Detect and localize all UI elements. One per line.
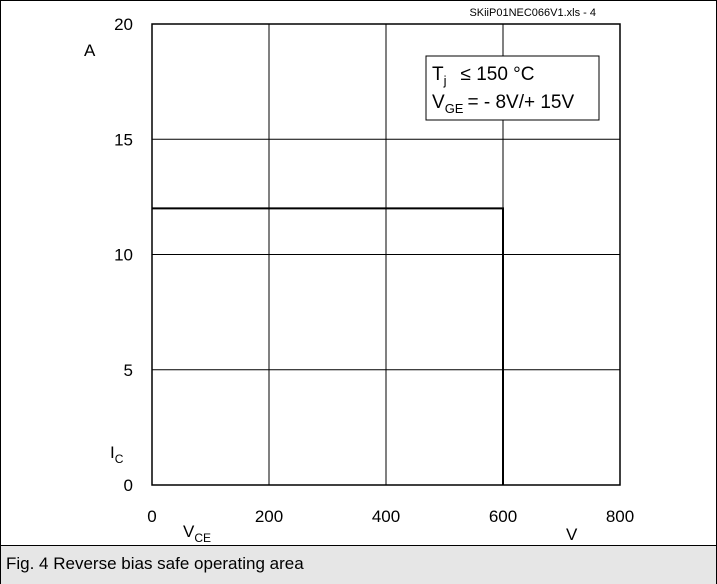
file-ref-label: SKiiP01NEC066V1.xls - 4	[469, 7, 596, 19]
caption-bar: Fig. 4 Reverse bias safe operating area	[1, 545, 716, 584]
y-tick-label: 20	[114, 15, 133, 34]
y-tick-label: 0	[124, 476, 133, 495]
y-tick-label: 5	[124, 361, 133, 380]
plot-area	[151, 23, 621, 486]
x-axis-label: VCE	[183, 522, 211, 545]
svg-text:Tj≤ 150 °C: Tj ≤ 150 °C	[432, 64, 535, 88]
x-tick-label: 600	[489, 507, 517, 526]
series-layer	[152, 207, 504, 485]
conditions-legend: Tj ≤ 150 °C VGE = - 8V/+ 15V	[425, 55, 600, 121]
rbsoa-boundary-line	[152, 207, 504, 485]
svg-text:VGE= - 8V/+ 15V: VGE = - 8V/+ 15V	[432, 92, 574, 116]
x-unit-label: V	[566, 525, 578, 544]
figure-caption: Fig. 4 Reverse bias safe operating area	[6, 554, 304, 573]
x-tick-label: 0	[147, 507, 156, 526]
x-tick-label: 400	[372, 507, 400, 526]
y-tick-label: 15	[114, 130, 133, 149]
y-tick-label: 10	[114, 246, 133, 265]
tick-labels: 0 200 400 600 800 0 5 10 15 20	[114, 15, 634, 526]
x-tick-label: 200	[255, 507, 283, 526]
rbsoa-chart: 0 200 400 600 800 0 5 10 15 20 SKiiP01NEC066V1.xl…	[84, 7, 634, 545]
y-axis-label: IC	[110, 443, 124, 466]
y-unit-label: A	[84, 41, 96, 60]
x-tick-label: 800	[606, 507, 634, 526]
